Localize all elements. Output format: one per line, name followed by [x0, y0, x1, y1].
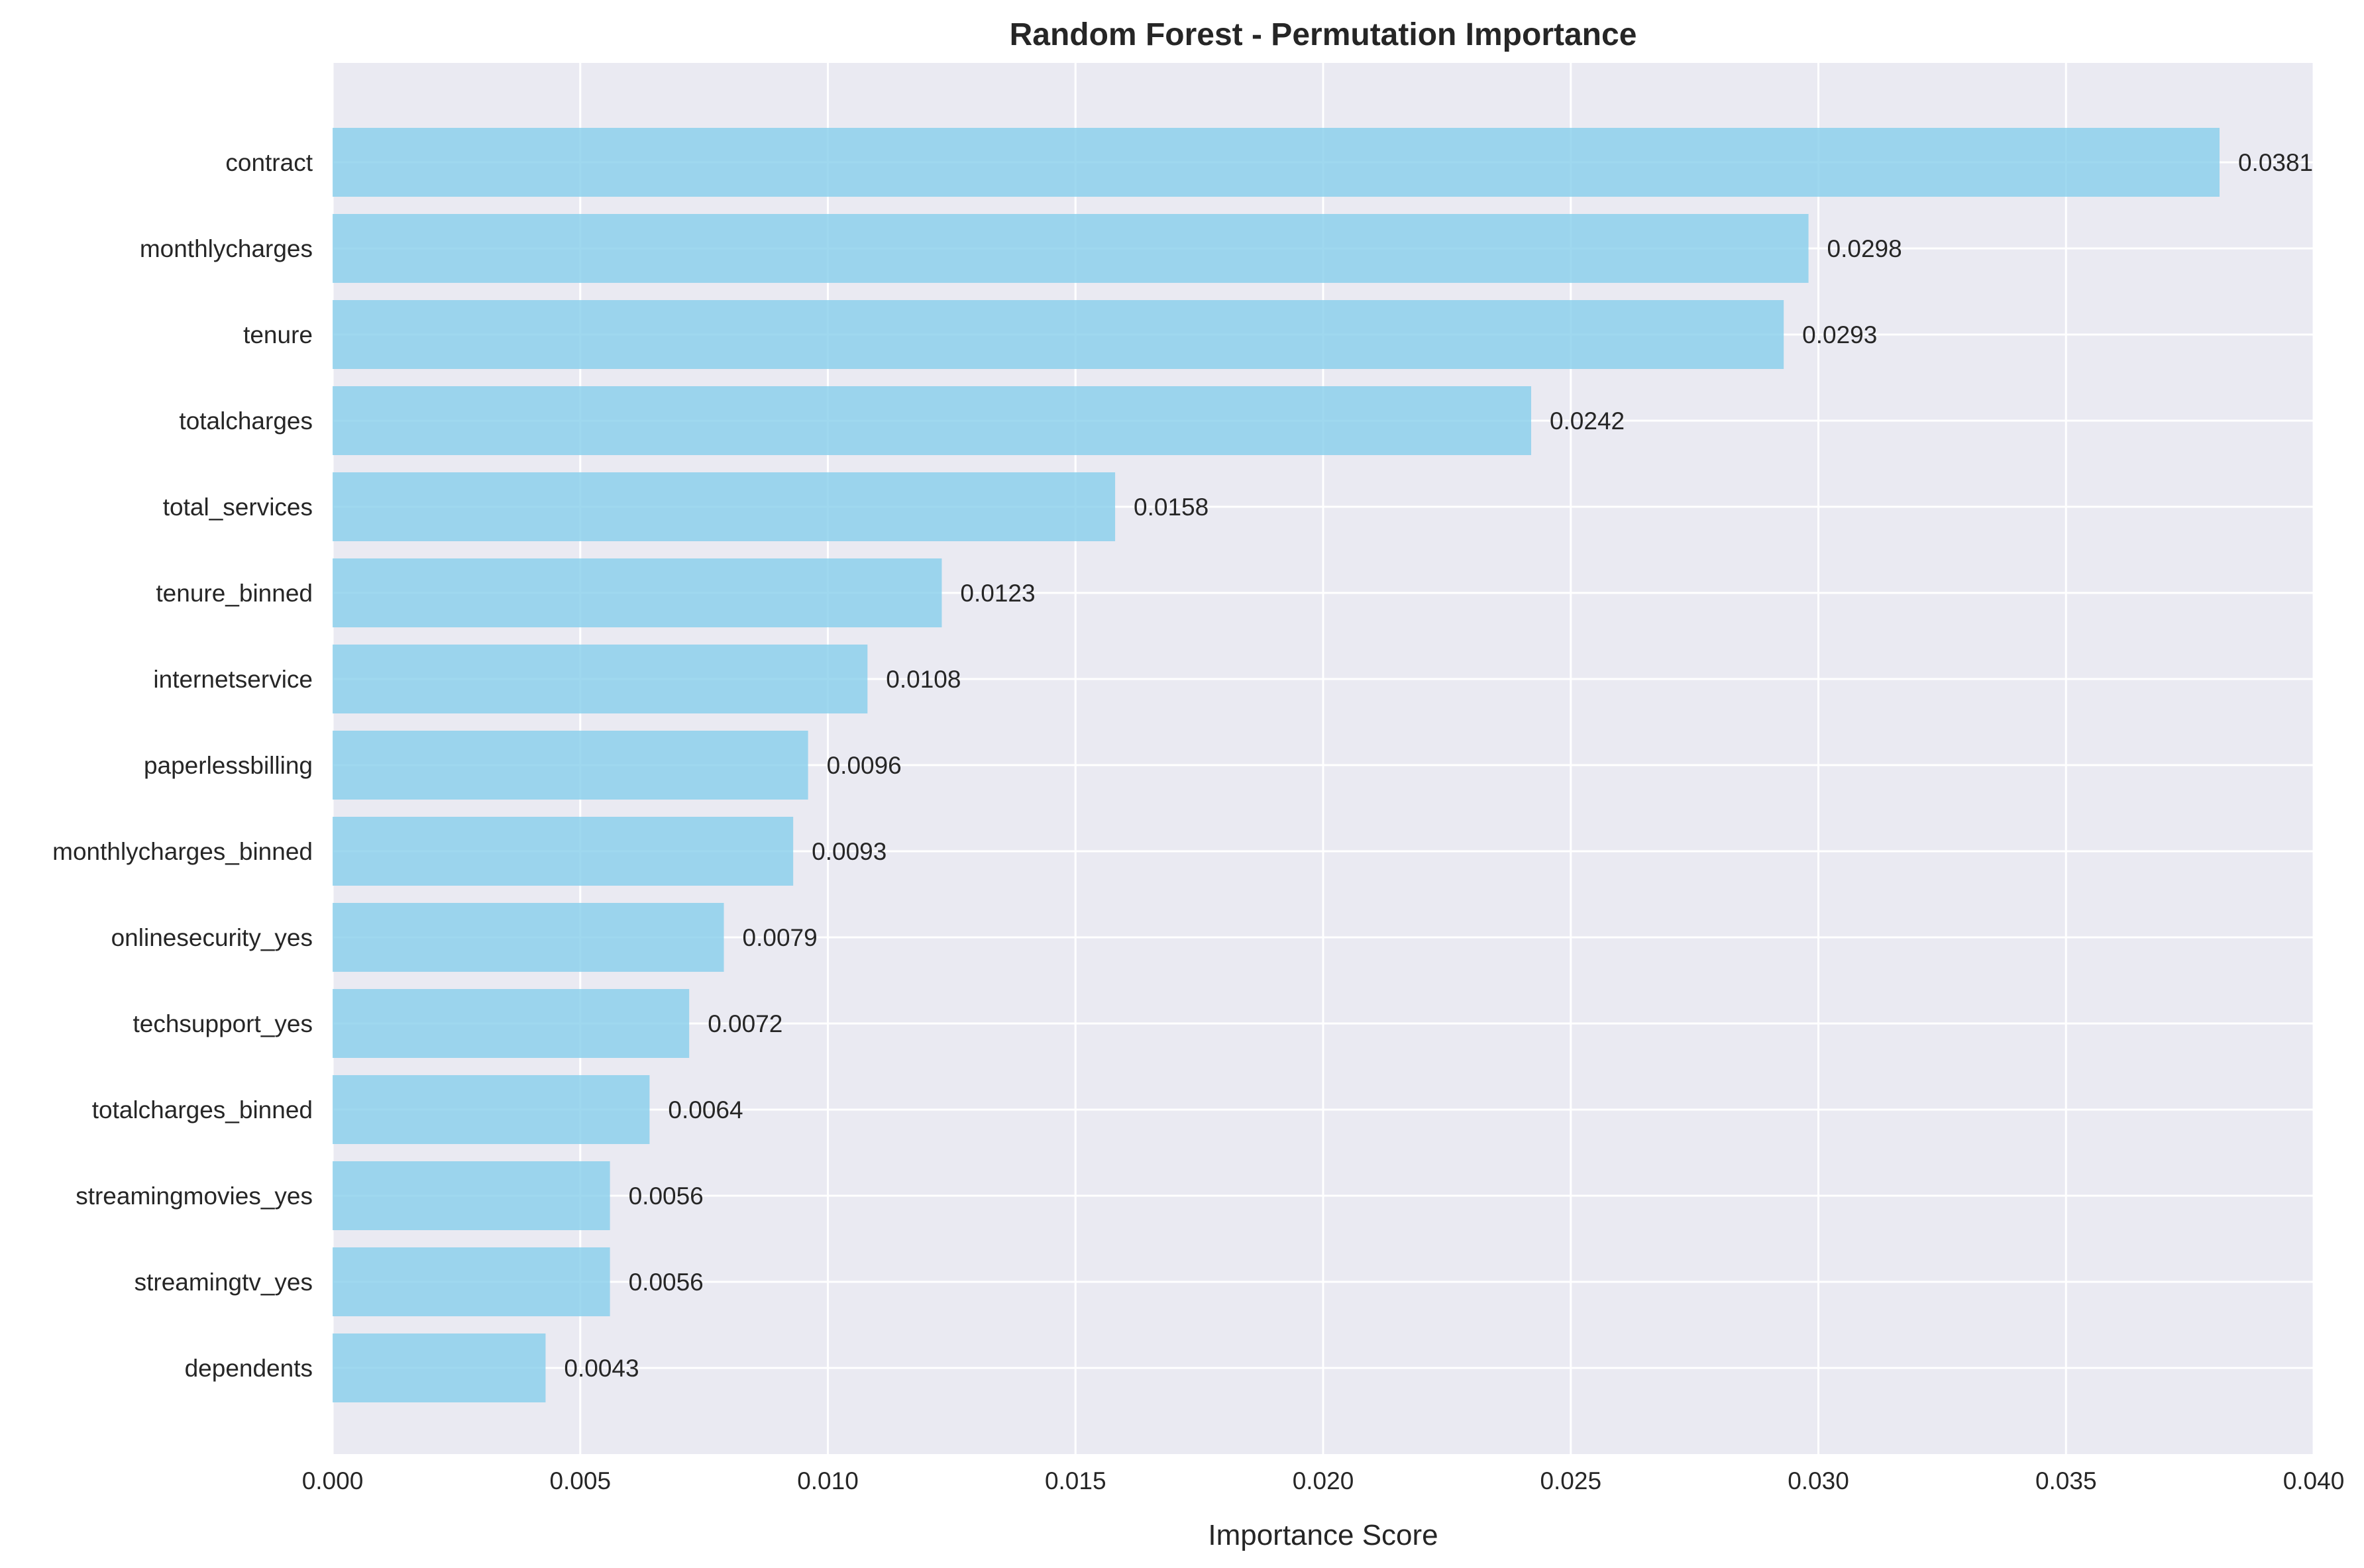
bar: [333, 731, 808, 800]
bar: [333, 300, 1784, 369]
x-axis-label: Importance Score: [1208, 1519, 1438, 1551]
bar: [333, 558, 942, 627]
bar: [333, 386, 1531, 455]
y-tick-label: streamingtv_yes: [134, 1269, 313, 1296]
bar: [333, 1333, 546, 1402]
y-tick-label: dependents: [185, 1355, 313, 1382]
bar-value-label: 0.0056: [629, 1182, 704, 1210]
x-tick-label: 0.015: [1045, 1467, 1106, 1494]
y-tick-label: tenure_binned: [156, 580, 313, 607]
y-tick-label: internetservice: [153, 666, 313, 693]
bar: [333, 645, 868, 713]
y-tick-label: totalcharges: [179, 407, 313, 435]
x-tick-label: 0.020: [1293, 1467, 1354, 1494]
y-tick-label: contract: [225, 149, 313, 176]
bar: [333, 1247, 610, 1316]
y-tick-label: streamingmovies_yes: [76, 1182, 313, 1210]
y-tick-label: monthlycharges_binned: [52, 838, 313, 865]
bar-value-label: 0.0043: [564, 1355, 639, 1382]
y-tick-label: tenure: [243, 321, 313, 348]
x-tick-label: 0.000: [302, 1467, 364, 1494]
bar-value-label: 0.0293: [1802, 321, 1877, 348]
bar: [333, 989, 690, 1058]
bar: [333, 1075, 650, 1144]
bar: [333, 817, 794, 886]
bar-value-label: 0.0056: [629, 1269, 704, 1296]
y-tick-label: monthlycharges: [140, 235, 313, 262]
bar-value-label: 0.0079: [743, 924, 818, 951]
x-tick-label: 0.025: [1540, 1467, 1601, 1494]
x-tick-label: 0.040: [2283, 1467, 2345, 1494]
y-tick-label: onlinesecurity_yes: [111, 924, 313, 951]
x-tick-label: 0.005: [549, 1467, 611, 1494]
bar-value-label: 0.0158: [1134, 494, 1209, 521]
bar-value-label: 0.0064: [668, 1096, 743, 1124]
x-tick-label: 0.010: [797, 1467, 859, 1494]
bar-value-label: 0.0123: [960, 580, 1035, 607]
bar: [333, 472, 1116, 541]
bar-value-label: 0.0093: [812, 838, 886, 865]
x-tick-label: 0.030: [1788, 1467, 1849, 1494]
x-tick-label: 0.035: [2035, 1467, 2097, 1494]
y-tick-label: techsupport_yes: [133, 1010, 313, 1037]
bar-value-label: 0.0381: [2238, 149, 2313, 176]
y-tick-labels: contract monthlycharges tenure totalcharges…: [52, 149, 313, 1382]
bar-value-label: 0.0298: [1827, 235, 1902, 262]
y-tick-label: total_services: [163, 494, 313, 521]
x-tick-labels: 0.000 0.005 0.010 0.015 0.020 0.025 0.030 0.035…: [302, 1467, 2345, 1494]
chart-title: Random Forest - Permutation Importance: [1010, 17, 1637, 52]
bar-value-label: 0.0242: [1550, 407, 1625, 435]
bar-value-label: 0.0096: [827, 752, 902, 779]
bar-value-label: 0.0108: [886, 666, 961, 693]
bars: [333, 128, 2220, 1402]
bar: [333, 903, 724, 972]
y-tick-label: paperlessbilling: [144, 752, 313, 779]
y-tick-label: totalcharges_binned: [92, 1096, 313, 1124]
bar: [333, 214, 1809, 283]
value-labels: 0.0381 0.0298 0.0293 0.0242 0.0158 0.0123 0.01…: [564, 149, 2313, 1382]
bar-value-label: 0.0072: [708, 1010, 782, 1037]
bar: [333, 128, 2220, 197]
bar: [333, 1161, 610, 1230]
